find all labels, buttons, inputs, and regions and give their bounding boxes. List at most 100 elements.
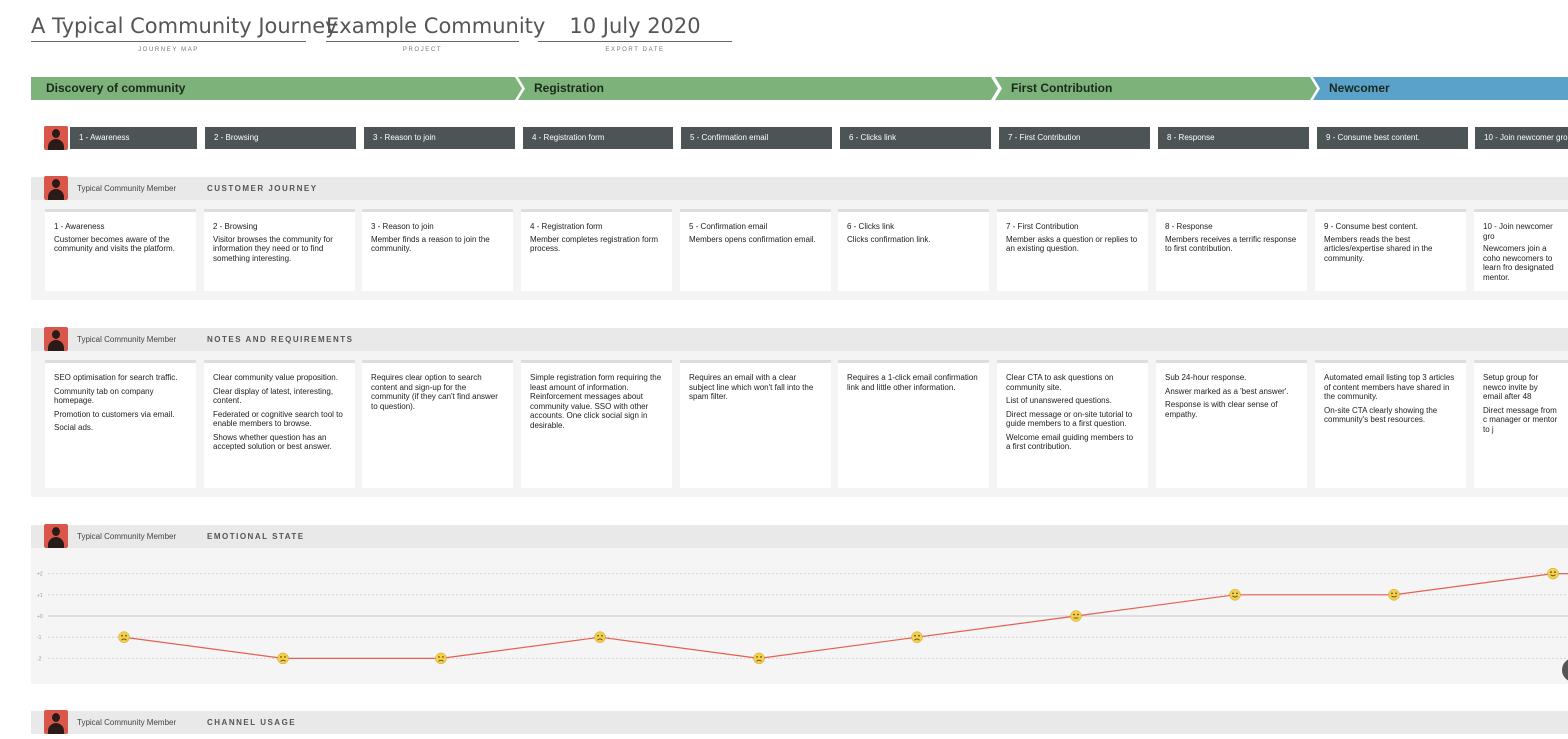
step-7[interactable]: 7 - First Contribution — [999, 127, 1150, 149]
step-10[interactable]: 10 - Join newcomer gro — [1475, 127, 1568, 149]
note-item: Clear display of latest, interesting, co… — [213, 386, 334, 406]
journey-card[interactable]: 9 - Consume best content. Members reads t… — [1315, 209, 1466, 291]
lane-title: NOTES AND REQUIREMENTS — [207, 335, 354, 344]
journey-card-text: Member finds a reason to join the commun… — [371, 234, 490, 254]
note-item: Social ads. — [54, 423, 94, 432]
note-item: Response is with clear sense of empathy. — [1165, 400, 1278, 419]
journey-card-text: Members receives a terrific response to … — [1165, 234, 1297, 254]
phase-newcomer[interactable]: Newcomer — [1313, 77, 1568, 100]
emotion-point-happy-icon[interactable] — [1388, 589, 1400, 601]
journey-card[interactable]: 2 - Browsing Visitor browses the communit… — [204, 209, 355, 291]
step-4[interactable]: 4 - Registration form — [523, 127, 673, 149]
note-card[interactable]: Clear CTA to ask questions on community … — [997, 360, 1148, 488]
emotion-axis-label: +1 — [37, 593, 43, 599]
note-card[interactable]: SEO optimisation for search traffic. Comm… — [45, 360, 196, 488]
lane-persona-name: Typical Community Member — [77, 718, 177, 727]
journey-card[interactable]: 10 - Join newcomer gro Newcomers join a c… — [1474, 209, 1568, 291]
note-card[interactable]: Requires an email with a clear subject l… — [680, 360, 831, 488]
note-card[interactable]: Sub 24-hour response. Answer marked as a … — [1156, 360, 1307, 488]
journey-card[interactable]: 1 - Awareness Customer becomes aware of t… — [45, 209, 196, 291]
note-item: Answer marked as a 'best answer'. — [1165, 386, 1289, 396]
export-date[interactable]: 10 July 2020 — [538, 14, 732, 42]
note-item: Shows whether question has an accepted s… — [213, 432, 332, 452]
note-card[interactable]: Automated email listing top 3 articles o… — [1315, 360, 1466, 488]
phase-discovery[interactable]: Discovery of community — [31, 77, 522, 100]
step-2[interactable]: 2 - Browsing — [205, 127, 356, 149]
emotion-axis-label: +0 — [37, 614, 43, 620]
journey-card-title: 4 - Registration form — [530, 222, 603, 231]
journey-card-title: 2 - Browsing — [213, 222, 258, 231]
persona-avatar-icon — [44, 327, 68, 351]
journey-map-title-field[interactable]: A Typical Community Journey JOURNEY MAP — [31, 14, 338, 53]
journey-card-text: Members opens confirmation email. — [689, 234, 816, 244]
note-card[interactable]: Simple registration form requiring the l… — [521, 360, 672, 488]
lane-persona-name: Typical Community Member — [77, 335, 177, 344]
lane-title: CHANNEL USAGE — [207, 718, 297, 727]
journey-card[interactable]: 7 - First Contribution Member asks a ques… — [997, 209, 1148, 291]
journey-card-title: 9 - Consume best content. — [1324, 222, 1418, 231]
journey-card-title: 8 - Response — [1165, 222, 1213, 231]
journey-card-text: Members reads the best articles/expertis… — [1324, 234, 1433, 263]
note-card[interactable]: Requires clear option to search content … — [362, 360, 513, 488]
note-card[interactable]: Setup group for newco invite by email af… — [1474, 360, 1568, 488]
channel-usage-lane-header: Typical Community Member CHANNEL USAGE — [31, 711, 1568, 734]
note-item: Simple registration form requiring the l… — [530, 373, 662, 430]
journey-card-title: 6 - Clicks link — [847, 222, 895, 231]
project-name[interactable]: Example Community — [326, 14, 545, 42]
emotion-point-happy-icon[interactable] — [1547, 567, 1559, 580]
persona-avatar-icon[interactable] — [44, 126, 68, 150]
journey-card-title: 7 - First Contribution — [1006, 222, 1079, 231]
customer-journey-lane-header: Typical Community Member CUSTOMER JOURNE… — [31, 177, 1568, 200]
step-9[interactable]: 9 - Consume best content. — [1317, 127, 1468, 149]
emotion-axis-label: -1 — [37, 635, 42, 641]
emotion-point-sad-icon[interactable] — [753, 652, 765, 665]
step-8[interactable]: 8 - Response — [1158, 127, 1309, 149]
journey-card[interactable]: 3 - Reason to join Member finds a reason … — [362, 209, 513, 291]
note-item: Welcome email guiding members to a first… — [1006, 432, 1134, 452]
note-item: Sub 24-hour response. — [1165, 373, 1247, 382]
note-item: Direct message or on-site tutorial to gu… — [1006, 409, 1133, 429]
lane-persona-name: Typical Community Member — [77, 532, 177, 541]
lane-title: EMOTIONAL STATE — [207, 532, 305, 541]
journey-card[interactable]: 4 - Registration form Member completes re… — [521, 209, 672, 291]
note-item: Setup group for newco invite by email af… — [1483, 373, 1539, 401]
journey-card[interactable]: 5 - Confirmation email Members opens conf… — [680, 209, 831, 291]
journey-card-text: Member completes registration form proce… — [530, 234, 659, 254]
note-item: Automated email listing top 3 articles o… — [1324, 373, 1455, 401]
journey-card[interactable]: 8 - Response Members receives a terrific … — [1156, 209, 1307, 291]
journey-map-label: JOURNEY MAP — [138, 47, 199, 53]
step-1[interactable]: 1 - Awareness — [70, 127, 197, 149]
floating-action-button[interactable] — [1562, 658, 1568, 682]
note-card[interactable]: Requires a 1-click email confirmation li… — [838, 360, 989, 488]
emotion-axis-label: +2 — [37, 572, 43, 578]
journey-card-text: Clicks confirmation link. — [847, 234, 931, 244]
emotional-state-lane-header: Typical Community Member EMOTIONAL STATE — [31, 525, 1568, 548]
journey-card-title: 10 - Join newcomer gro — [1483, 222, 1553, 241]
emotion-point-neutral-icon[interactable] — [1070, 610, 1082, 622]
note-item: Direct message from c manager or mentor … — [1483, 405, 1558, 434]
note-item: Clear community value proposition. — [213, 373, 338, 382]
project-label: PROJECT — [402, 47, 443, 53]
note-card[interactable]: Clear community value proposition. Clear … — [204, 360, 355, 488]
phase-first-contribution[interactable]: First Contribution — [995, 77, 1317, 100]
note-item: Requires clear option to search content … — [371, 373, 498, 411]
emotion-point-sad-icon[interactable] — [277, 652, 289, 665]
emotion-point-happy-icon[interactable] — [1229, 589, 1241, 601]
journey-card-text: Member asks a question or replies to an … — [1006, 234, 1138, 254]
journey-card-title: 3 - Reason to join — [371, 222, 434, 231]
export-date-field[interactable]: 10 July 2020 EXPORT DATE — [538, 14, 732, 53]
journey-card[interactable]: 6 - Clicks link Clicks confirmation link. — [838, 209, 989, 291]
emotion-point-sad-icon[interactable] — [594, 631, 606, 643]
step-6[interactable]: 6 - Clicks link — [840, 127, 991, 149]
emotion-point-sad-icon[interactable] — [118, 631, 130, 643]
note-item: Community tab on company homepage. — [54, 386, 154, 406]
emotion-point-sad-icon[interactable] — [911, 631, 923, 643]
project-field[interactable]: Example Community PROJECT — [326, 14, 545, 53]
journey-map-title[interactable]: A Typical Community Journey — [31, 14, 338, 42]
phase-registration[interactable]: Registration — [518, 77, 998, 100]
note-item: Requires a 1-click email confirmation li… — [847, 373, 978, 392]
step-5[interactable]: 5 - Confirmation email — [681, 127, 832, 149]
journey-card-text: Newcomers join a coho newcomers to learn… — [1483, 244, 1554, 282]
step-3[interactable]: 3 - Reason to join — [364, 127, 515, 149]
emotion-point-sad-icon[interactable] — [435, 652, 447, 665]
